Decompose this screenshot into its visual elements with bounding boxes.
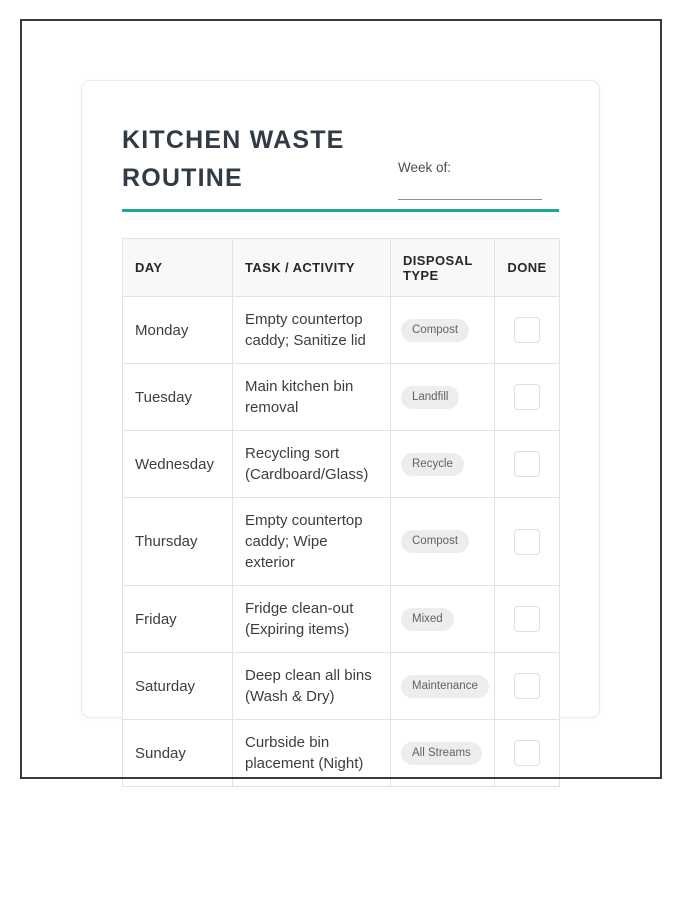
day-cell: Monday (122, 296, 233, 364)
day-cell: Friday (122, 585, 233, 653)
done-checkbox[interactable] (514, 606, 540, 632)
done-checkbox[interactable] (514, 384, 540, 410)
table-row: Wednesday Recycling sort (Cardboard/Glas… (122, 430, 560, 498)
routine-table: DAY TASK / ACTIVITY DISPOSAL TYPE DONE M… (122, 238, 560, 787)
header-task: TASK / ACTIVITY (232, 238, 391, 297)
day-cell: Wednesday (122, 430, 233, 498)
week-of-label: Week of: (398, 160, 452, 175)
disposal-cell: Mixed (390, 585, 495, 653)
done-checkbox[interactable] (514, 528, 540, 555)
disposal-badge: Compost (401, 318, 470, 342)
done-checkbox[interactable] (514, 740, 540, 766)
header-disposal: DISPOSAL TYPE (390, 238, 495, 297)
table-row: Saturday Deep clean all bins (Wash & Dry… (122, 652, 560, 720)
task-cell: Curbside bin placement (Night) (232, 719, 391, 787)
disposal-badge: Compost (401, 530, 470, 553)
disposal-cell: Compost (390, 296, 495, 364)
card-content: KITCHEN WASTE ROUTINE Week of: DAY TASK … (82, 81, 599, 787)
routine-card: KITCHEN WASTE ROUTINE Week of: DAY TASK … (81, 80, 600, 787)
task-cell: Deep clean all bins (Wash & Dry) (232, 652, 391, 720)
done-cell (494, 430, 560, 498)
done-cell (494, 363, 560, 431)
table-row: Thursday Empty countertop caddy; Wipe ex… (122, 497, 560, 586)
task-cell: Recycling sort (Cardboard/Glass) (232, 430, 391, 498)
table-row: Sunday Curbside bin placement (Night) Al… (122, 719, 560, 787)
disposal-cell: Compost (390, 497, 495, 586)
disposal-badge: Maintenance (401, 674, 489, 698)
disposal-badge: Mixed (401, 607, 454, 631)
disposal-badge: All Streams (401, 741, 482, 765)
done-cell (494, 497, 560, 586)
page-title: KITCHEN WASTE ROUTINE (122, 126, 345, 192)
disposal-badge: Landfill (401, 385, 460, 409)
table-row: Tuesday Main kitchen bin removal Landfil… (122, 363, 560, 431)
task-cell: Empty countertop caddy; Sanitize lid (232, 296, 391, 364)
done-checkbox[interactable] (514, 451, 540, 477)
week-of-field: Week of: (398, 159, 542, 200)
task-cell: Empty countertop caddy; Wipe exterior (232, 497, 391, 586)
done-checkbox[interactable] (514, 673, 540, 699)
day-cell: Tuesday (122, 363, 233, 431)
week-of-input[interactable] (398, 182, 542, 200)
task-cell: Main kitchen bin removal (232, 363, 391, 431)
done-cell (494, 719, 560, 787)
header-done: DONE (494, 238, 560, 297)
disposal-badge: Recycle (401, 452, 464, 476)
done-checkbox[interactable] (514, 317, 540, 343)
table-row: Monday Empty countertop caddy; Sanitize … (122, 296, 560, 364)
table-header-row: DAY TASK / ACTIVITY DISPOSAL TYPE DONE (122, 238, 560, 297)
day-cell: Thursday (122, 497, 233, 586)
done-cell (494, 585, 560, 653)
header-day: DAY (122, 238, 233, 297)
accent-divider (122, 209, 559, 212)
day-cell: Sunday (122, 719, 233, 787)
done-cell (494, 296, 560, 364)
done-cell (494, 652, 560, 720)
table-row: Friday Fridge clean-out (Expiring items)… (122, 585, 560, 653)
disposal-cell: All Streams (390, 719, 495, 787)
disposal-cell: Recycle (390, 430, 495, 498)
disposal-cell: Maintenance (390, 652, 495, 720)
disposal-cell: Landfill (390, 363, 495, 431)
day-cell: Saturday (122, 652, 233, 720)
task-cell: Fridge clean-out (Expiring items) (232, 585, 391, 653)
